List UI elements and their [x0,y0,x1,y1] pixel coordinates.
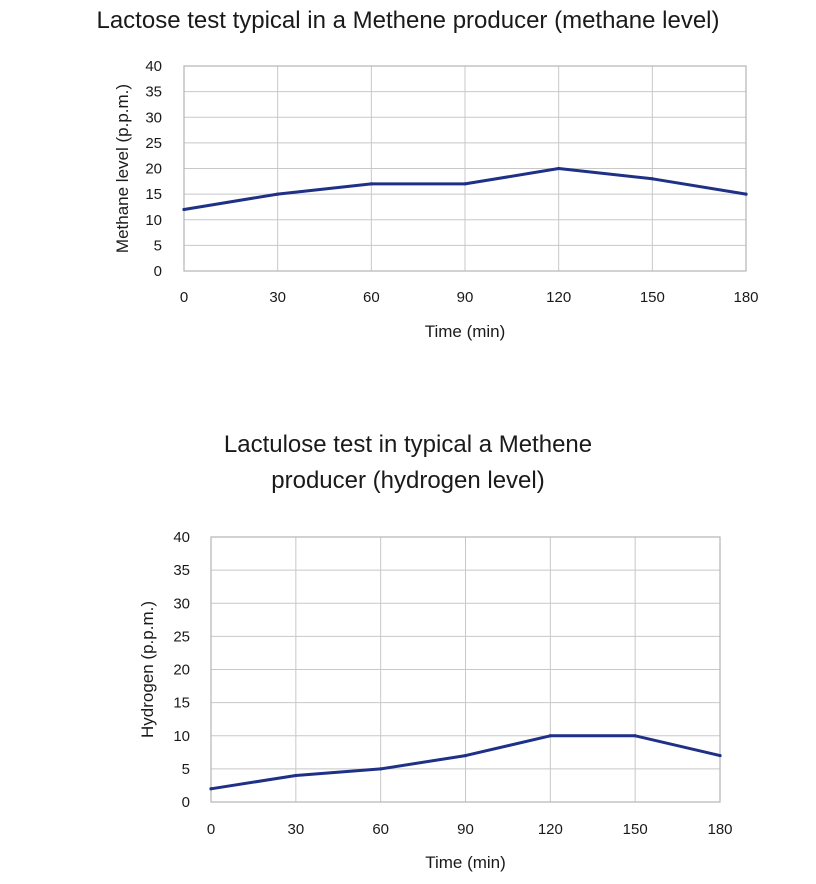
y-axis-label: Methane level (p.p.m.) [113,84,132,253]
y-tick-label: 25 [145,135,162,152]
chart-2-title: Lactulose test in typical a Methene prod… [0,427,816,499]
data-point [463,182,467,186]
x-tick-label: 150 [640,289,665,306]
y-tick-label: 15 [145,186,162,203]
y-tick-label: 10 [145,212,162,229]
x-tick-label: 30 [269,289,286,306]
x-tick-label: 90 [457,289,474,306]
data-point [276,192,280,196]
y-tick-label: 20 [145,161,162,178]
data-point [650,177,654,181]
data-point [369,182,373,186]
chart-1-title: Lactose test typical in a Methene produc… [96,7,720,34]
plot-area-frame [183,65,747,272]
chart-2-title-line-1: Lactulose test in typical a Methene [223,431,593,458]
data-point [744,192,748,196]
y-tick-label: 40 [145,58,162,75]
x-tick-label: 120 [546,289,571,306]
x-tick-label: 0 [180,289,188,306]
y-tick-label: 5 [154,237,162,254]
y-tick-label: 0 [154,263,162,280]
y-tick-label: 30 [145,109,162,126]
x-axis-label: Time (min) [425,322,506,341]
chart-2-title-line-2: producer (hydrogen level) [271,467,545,494]
data-point [557,166,561,171]
y-tick-label: 35 [145,84,162,101]
data-point [182,207,186,212]
x-tick-label: 180 [733,289,758,306]
x-tick-label: 60 [363,289,380,306]
